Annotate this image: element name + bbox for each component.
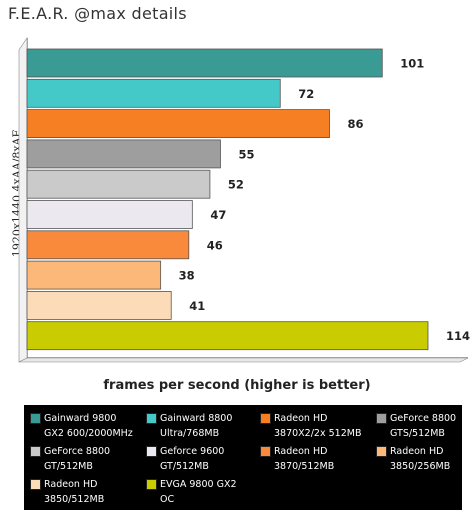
legend-label: EVGA 9800 GX2 OC 720/2300MHz [160,477,252,522]
x-axis-label: frames per second (higher is better) [103,378,371,393]
legend-label-line1: GeForce 8800 [390,413,457,424]
legend-label-line1: Gainward 9800 [44,413,117,424]
legend-item: Radeon HD 3870X2/2x 512MB [254,407,362,439]
legend-swatch [376,413,387,424]
data-label: 41 [189,299,205,313]
data-label: 55 [238,147,254,161]
legend-swatch [146,413,157,424]
legend-swatch [146,446,157,457]
legend-swatch [30,479,41,490]
legend-label: Radeon HD 3870X2/2x 512MB [274,411,366,441]
legend-label-line1: Radeon HD [44,479,98,490]
legend-item: GeForce 8800 GT/512MB [24,440,132,472]
chart-title: F.E.A.R. @max details [8,4,187,23]
data-label: 46 [207,238,223,252]
bar [26,321,429,351]
legend-label-line2: 3850/256MB [390,461,451,472]
axis-floor [18,357,469,363]
legend-item: Radeon HD 3850/512MB [24,473,132,505]
legend-label-line1: Radeon HD [274,446,328,457]
legend-label-line2: 720/2300MHz [160,509,226,520]
legend-swatch [30,413,41,424]
bar [26,169,211,199]
legend-item: Geforce 9600 GT/512MB [140,440,248,472]
data-label: 47 [210,208,226,222]
data-label: 101 [400,57,424,71]
legend-swatch [260,446,271,457]
legend-item: Gainward 8800 Ultra/768MB [140,407,248,439]
legend-label-line2: 3870X2/2x 512MB [274,428,362,439]
legend-item: EVGA 9800 GX2 OC 720/2300MHz [140,473,248,520]
data-label: 38 [179,269,195,283]
legend-label-line1: Geforce 9600 [160,446,225,457]
legend-swatch [30,446,41,457]
legend-label-line2: GT/512MB [44,461,93,472]
bar-chart: 101 72 86 55 52 47 46 38 41 114 [18,37,470,363]
legend-label-line2: 3870/512MB [274,461,335,472]
data-label: 86 [348,117,364,131]
bar [26,260,162,290]
legend-label-line2: GTS/512MB [390,428,445,439]
legend-label: Radeon HD 3870/512MB [274,444,366,474]
legend-item: Radeon HD 3870/512MB [254,440,362,472]
legend-label: Radeon HD 3850/256MB [390,444,474,474]
legend-label-line1: EVGA 9800 GX2 OC [160,479,237,505]
legend-label-line1: Radeon HD [390,446,444,457]
axis-wall [18,37,28,363]
legend-label: GeForce 8800 GT/512MB [44,444,136,474]
legend-label-line2: 3850/512MB [44,494,105,505]
bar [26,200,193,229]
bar [26,230,190,260]
legend-swatch [260,413,271,424]
legend-label-line2: Ultra/768MB [160,428,220,439]
bar [26,290,172,320]
bar [26,78,281,108]
legend-label-line1: Gainward 8800 [160,413,233,424]
legend-label-line1: Radeon HD [274,413,328,424]
legend-label: Radeon HD 3850/512MB [44,477,136,507]
data-label: 114 [446,329,470,343]
legend-item: Gainward 9800 GX2 600/2000MHz [24,407,133,439]
legend-item: Radeon HD 3850/256MB [370,440,474,472]
legend-label: GeForce 8800 GTS/512MB [390,411,474,441]
data-label: 52 [228,178,244,192]
legend-label-line1: GeForce 8800 [44,446,111,457]
bar [26,139,221,169]
bar [26,109,330,138]
legend-item: GeForce 8800 GTS/512MB [370,407,474,439]
legend-swatch [376,446,387,457]
legend-label-line2: GX2 600/2000MHz [44,428,133,439]
legend-swatch [146,479,157,490]
bar [26,48,383,78]
legend-label: Gainward 8800 Ultra/768MB [160,411,252,441]
data-label: 72 [298,87,314,101]
legend-label: Geforce 9600 GT/512MB [160,444,252,474]
legend-label: Gainward 9800 GX2 600/2000MHz [44,411,136,441]
legend: Gainward 9800 GX2 600/2000MHz Gainward 880… [24,405,462,520]
legend-label-line2: GT/512MB [160,461,209,472]
